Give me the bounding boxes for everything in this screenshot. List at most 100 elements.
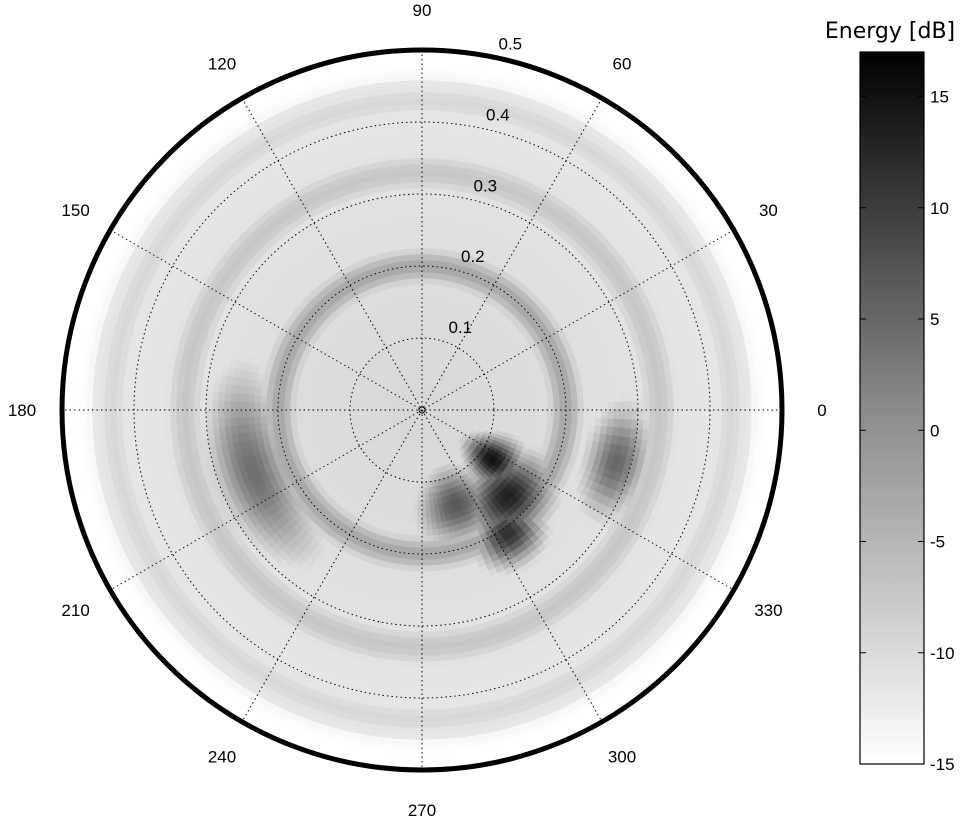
heatmap-cell (235, 393, 244, 403)
heatmap-cell (223, 392, 232, 402)
heatmap-cell (406, 516, 413, 524)
heatmap-cell (582, 387, 590, 397)
heatmap-cell (421, 235, 430, 243)
heatmap-cell (398, 236, 408, 244)
heatmap-cell (421, 301, 428, 309)
heatmap-cell (406, 235, 416, 243)
heatmap-cell (414, 559, 423, 567)
heatmap-cell (570, 422, 578, 431)
heatmap-cell (421, 499, 427, 507)
heatmap-cell (421, 565, 430, 573)
heatmap-cell (600, 417, 609, 427)
heatmap-cell (296, 393, 304, 400)
heatmap-cell (552, 421, 560, 429)
heatmap-cell (430, 205, 441, 214)
heatmap-cell (260, 423, 268, 432)
heatmap-cell (413, 601, 423, 609)
heatmap-cell (295, 409, 303, 416)
heatmap-cell (407, 571, 416, 579)
heatmap-cell (594, 393, 603, 403)
heatmap-cell (553, 403, 561, 411)
heatmap-cell (547, 415, 555, 422)
heatmap-cell (217, 391, 226, 402)
heatmap-cell (434, 254, 443, 262)
heatmap-cell (577, 409, 585, 418)
heatmap-cell (601, 401, 609, 411)
heatmap-cell (404, 600, 414, 609)
heatmap-cell (424, 337, 429, 345)
heatmap-cell (421, 229, 431, 237)
heatmap-layer (62, 50, 782, 770)
heatmap-cell (407, 565, 416, 573)
heatmap-cell (211, 418, 220, 429)
heatmap-cell (349, 403, 357, 408)
heatmap-cell (412, 505, 419, 513)
heatmap-cell (588, 424, 596, 434)
heatmap-cell (247, 394, 255, 404)
heatmap-cell (583, 395, 591, 404)
heatmap-cell (559, 403, 567, 411)
heatmap-cell (517, 409, 525, 415)
heatmap-cell (301, 409, 309, 416)
heatmap-cell (433, 540, 441, 548)
heatmap-cell (523, 404, 531, 411)
heatmap-cell (405, 528, 412, 536)
heatmap-cell (295, 398, 303, 406)
heatmap-cell (416, 295, 423, 303)
heatmap-cell (594, 424, 602, 434)
heatmap-cell (217, 418, 226, 429)
heatmap-cell (416, 517, 423, 525)
heatmap-cell (428, 577, 438, 585)
heatmap-cell (413, 493, 419, 501)
heatmap-cell (278, 390, 286, 399)
heatmap-cell (266, 389, 274, 398)
heatmap-cell (266, 422, 274, 431)
heatmap-cell (576, 423, 584, 432)
heatmap-cell (254, 423, 262, 433)
heatmap-cell (248, 424, 256, 434)
heatmap-cell (272, 390, 280, 398)
heatmap-cell (552, 391, 560, 399)
heatmap-cell (436, 576, 446, 584)
heatmap-cell (430, 199, 441, 208)
heatmap-cell (577, 402, 585, 411)
heatmap-cell (541, 398, 549, 406)
heatmap-cell (417, 325, 423, 333)
heatmap-cell (413, 583, 423, 591)
heatmap-cell (398, 576, 408, 584)
heatmap-cell (606, 417, 615, 428)
heatmap-cell (415, 547, 423, 555)
heatmap-cell (413, 223, 423, 231)
heatmap-cell (493, 412, 501, 418)
heatmap-cell (277, 403, 285, 411)
heatmap-cell (436, 236, 446, 244)
heatmap-cell (416, 289, 423, 297)
heatmap-cell (427, 547, 435, 555)
heatmap-cell (589, 402, 597, 411)
heatmap-cell (421, 529, 428, 537)
heatmap-cell (517, 405, 525, 411)
heatmap-cell (523, 409, 531, 416)
heatmap-cell (415, 271, 423, 279)
heatmap-cell (541, 409, 549, 416)
heatmap-cell (415, 535, 423, 543)
heatmap-cell (277, 397, 285, 405)
heatmap-cell (302, 393, 310, 401)
heatmap-cell (589, 416, 597, 426)
heatmap-cell (528, 419, 536, 426)
heatmap-cell (408, 553, 417, 561)
heatmap-cell (435, 564, 444, 572)
heatmap-cell (241, 393, 250, 403)
heatmap-cell (430, 606, 441, 615)
heatmap-cell (559, 415, 567, 423)
heatmap-cell (402, 260, 410, 268)
heatmap-cell (595, 401, 603, 411)
heatmap-cell (421, 331, 426, 339)
heatmap-cell (284, 391, 292, 399)
heatmap-cell (404, 534, 412, 542)
heatmap-cell (516, 418, 524, 424)
heatmap-cell (253, 402, 261, 411)
heatmap-cell (429, 594, 440, 603)
heatmap-cell (289, 398, 297, 405)
heatmap-cell (414, 253, 423, 261)
